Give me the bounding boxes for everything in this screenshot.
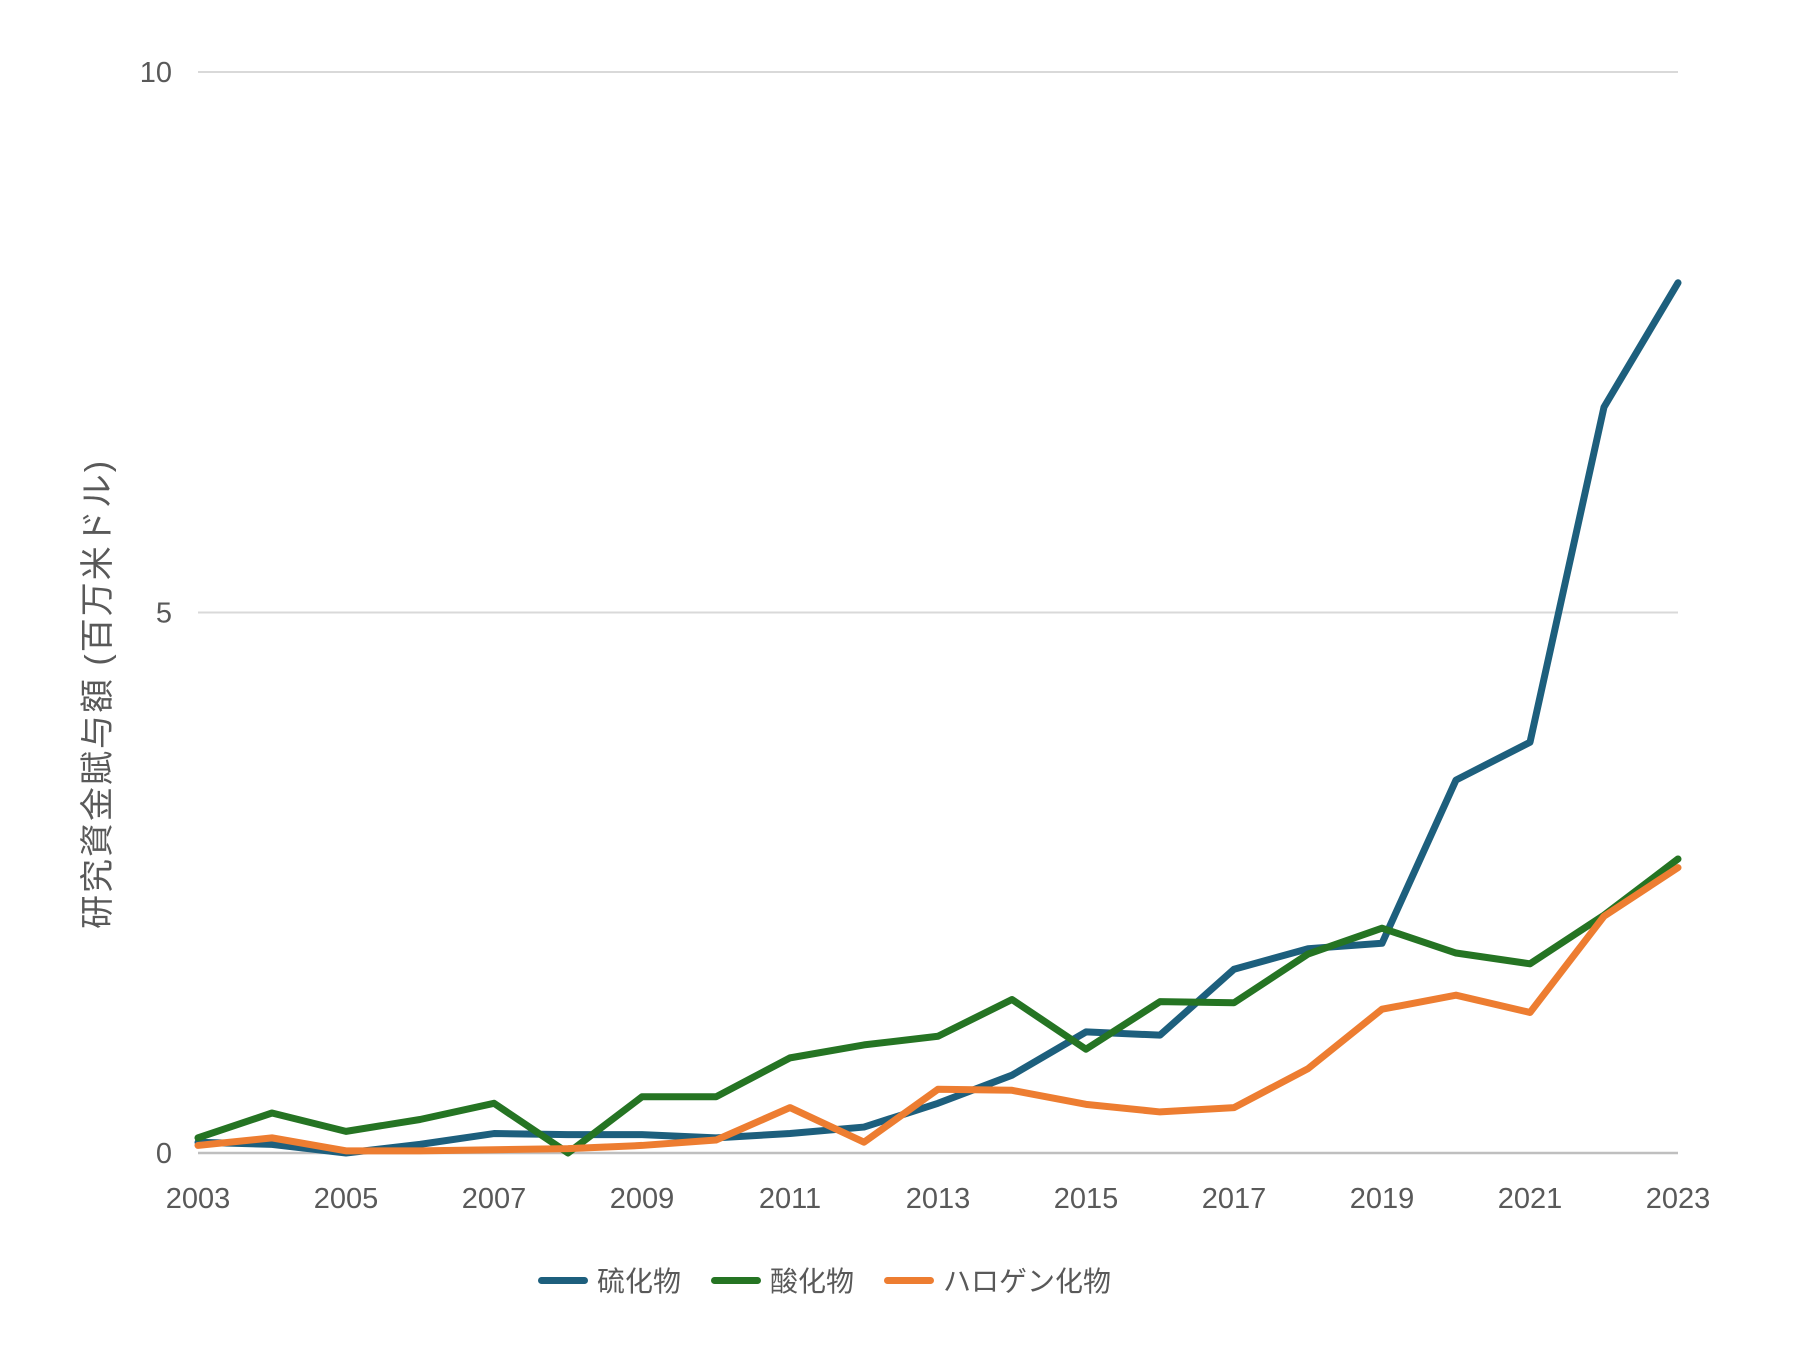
legend-item-硫化物: 硫化物: [538, 1260, 681, 1300]
legend-label: 硫化物: [597, 1266, 682, 1297]
x-tick-label-2021: 2021: [1498, 1183, 1563, 1215]
x-tick-label-2007: 2007: [462, 1183, 527, 1215]
x-tick-label-2013: 2013: [906, 1183, 971, 1215]
y-tick-label-5: 5: [156, 598, 172, 630]
y-tick-label-10: 10: [140, 57, 172, 89]
x-tick-label-2005: 2005: [314, 1183, 379, 1215]
series-line-硫化物: [194, 279, 1682, 1157]
legend-swatch-icon: [538, 1276, 588, 1284]
legend-item-酸化物: 酸化物: [711, 1260, 854, 1300]
x-tick-label-2015: 2015: [1054, 1183, 1119, 1215]
x-tick-label-2023: 2023: [1646, 1183, 1711, 1215]
series-line-酸化物: [194, 855, 1682, 1157]
x-tick-label-2017: 2017: [1202, 1183, 1267, 1215]
x-tick-label-2003: 2003: [166, 1183, 231, 1215]
x-tick-label-2011: 2011: [759, 1183, 821, 1215]
legend-swatch-icon: [711, 1276, 762, 1284]
legend-item-ハロゲン化物: ハロゲン化物: [884, 1260, 1111, 1300]
x-tick-label-2009: 2009: [610, 1183, 675, 1215]
legend-label: 酸化物: [770, 1266, 855, 1297]
legend-label: ハロゲン化物: [943, 1266, 1112, 1297]
legend: 硫化物 酸化物 ハロゲン化物: [538, 1258, 1111, 1302]
x-tick-label-2019: 2019: [1350, 1183, 1415, 1215]
legend-swatch-icon: [884, 1276, 935, 1284]
series-line-ハロゲン化物: [194, 864, 1682, 1155]
y-tick-label-0: 0: [156, 1138, 172, 1170]
